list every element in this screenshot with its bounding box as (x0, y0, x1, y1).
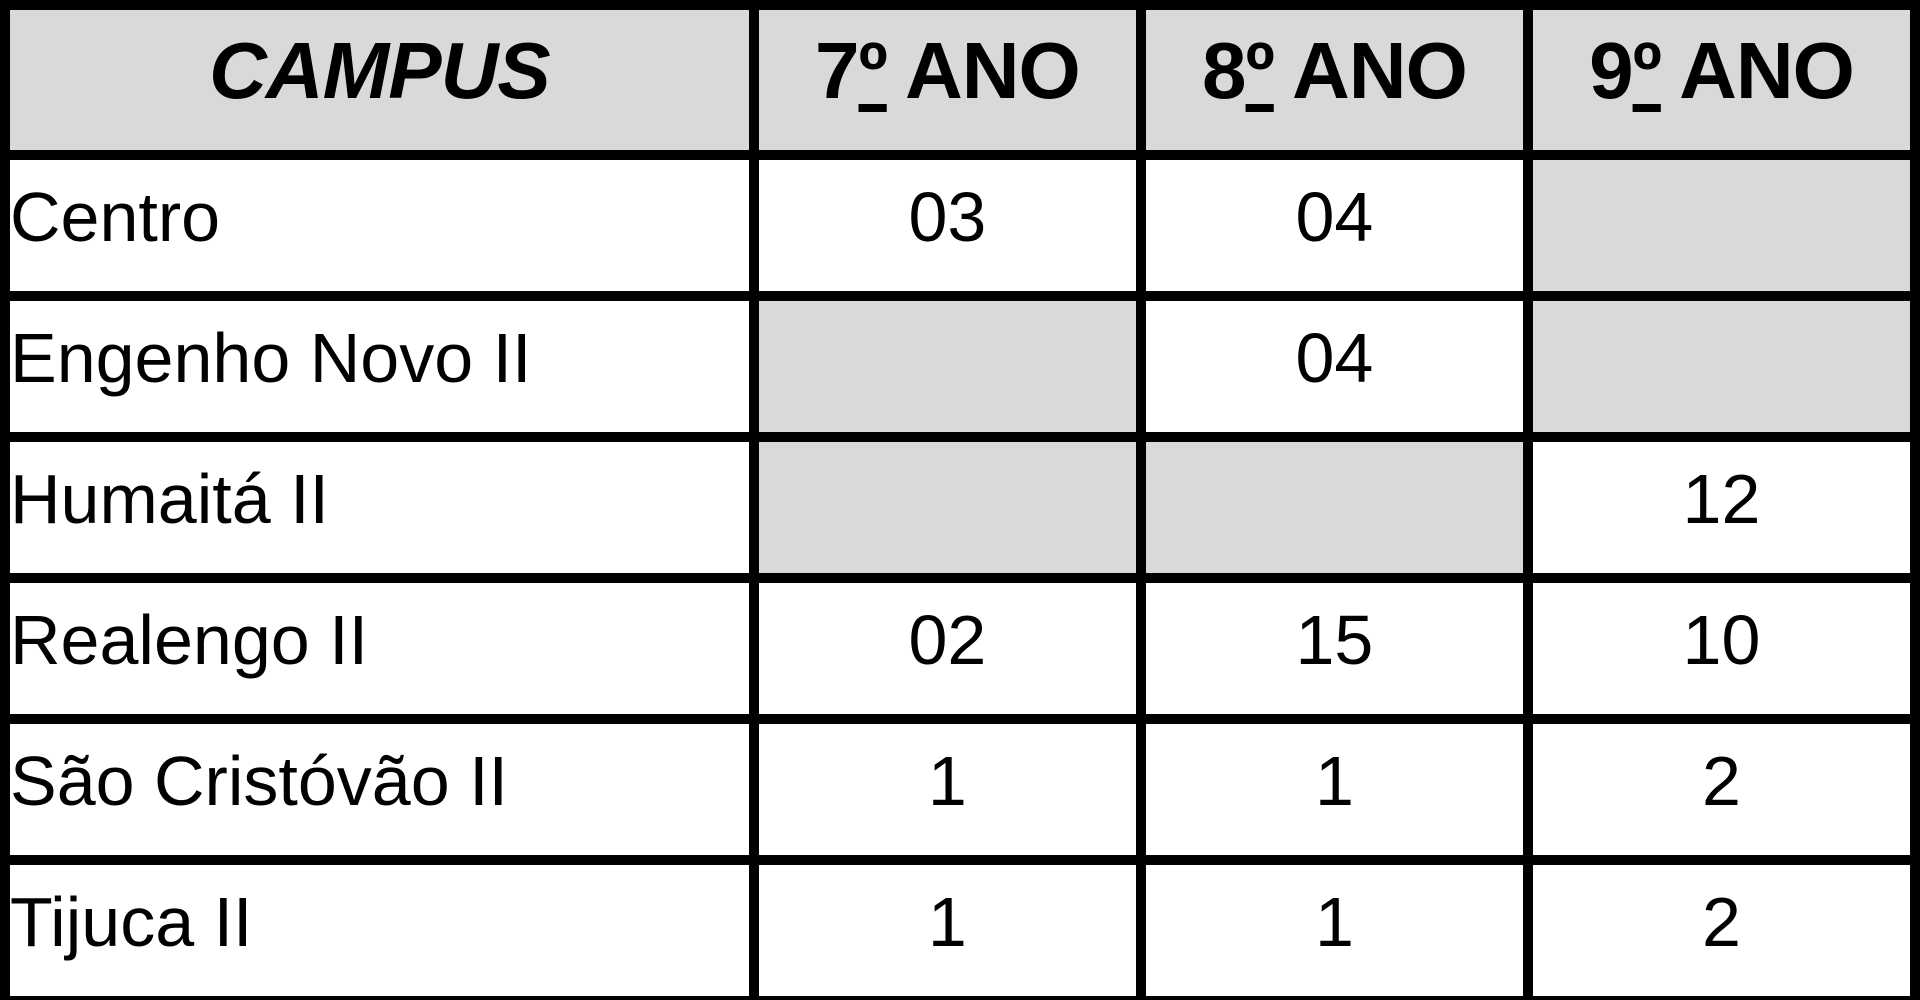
header-cell-9ano: 9º ANO (1522, 0, 1920, 160)
value-cell: 1 (1135, 855, 1533, 1000)
header-cell-7ano: 7º ANO (748, 0, 1146, 160)
value-cell: 04 (1135, 150, 1533, 301)
campus-cell: Centro (0, 150, 759, 301)
header-cell-campus: CAMPUS (0, 0, 759, 160)
value-cell: 1 (1135, 714, 1533, 865)
value-cell: 12 (1522, 432, 1920, 583)
value-cell (1522, 150, 1920, 301)
campus-cell: Engenho Novo II (0, 291, 759, 442)
table-row: Centro 03 04 (0, 150, 1920, 301)
value-cell: 1 (748, 714, 1146, 865)
header-row: CAMPUS 7º ANO 8º ANO 9º ANO (0, 0, 1920, 160)
value-cell: 2 (1522, 714, 1920, 865)
table-row: Humaitá II 12 (0, 432, 1920, 583)
value-cell: 2 (1522, 855, 1920, 1000)
value-cell (1135, 432, 1533, 583)
header-cell-8ano: 8º ANO (1135, 0, 1533, 160)
value-cell (748, 291, 1146, 442)
value-cell: 04 (1135, 291, 1533, 442)
value-cell: 03 (748, 150, 1146, 301)
table-row: Tijuca II 1 1 2 (0, 855, 1920, 1000)
campus-cell: Tijuca II (0, 855, 759, 1000)
value-cell (748, 432, 1146, 583)
value-cell: 15 (1135, 573, 1533, 724)
table-row: Realengo II 02 15 10 (0, 573, 1920, 724)
campus-cell: São Cristóvão II (0, 714, 759, 865)
value-cell: 1 (748, 855, 1146, 1000)
value-cell: 10 (1522, 573, 1920, 724)
value-cell (1522, 291, 1920, 442)
campus-cell: Realengo II (0, 573, 759, 724)
table-row: São Cristóvão II 1 1 2 (0, 714, 1920, 865)
table-row: Engenho Novo II 04 (0, 291, 1920, 442)
value-cell: 02 (748, 573, 1146, 724)
campus-cell: Humaitá II (0, 432, 759, 583)
